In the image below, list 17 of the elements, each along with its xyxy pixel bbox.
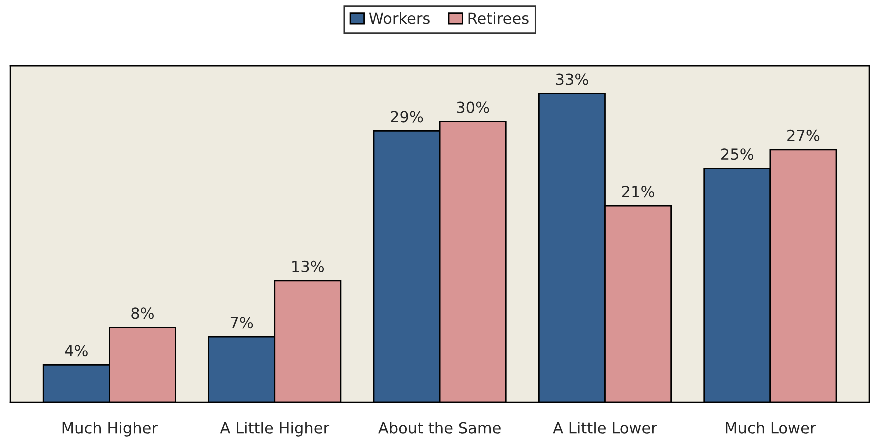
x-tick-label: Much Lower <box>726 422 816 434</box>
x-tick-label: About the Same <box>378 422 501 434</box>
x-tick-label: Much Higher <box>62 422 158 437</box>
legend-label: Workers <box>369 12 430 24</box>
data-label: 27% <box>788 130 820 142</box>
data-label: 33% <box>556 74 588 86</box>
data-label: 4% <box>65 345 88 357</box>
data-label: 7% <box>230 317 254 329</box>
data-label: 29% <box>391 111 424 123</box>
data-label: 30% <box>457 102 490 114</box>
x-tick-label: A Little Higher <box>220 422 330 437</box>
legend-label: Retirees <box>468 12 529 24</box>
data-label: 25% <box>722 148 754 160</box>
data-label: 21% <box>622 186 654 198</box>
x-tick-label: A Little Lower <box>553 422 658 434</box>
data-label: 13% <box>292 260 324 272</box>
data-label: 8% <box>132 308 154 320</box>
